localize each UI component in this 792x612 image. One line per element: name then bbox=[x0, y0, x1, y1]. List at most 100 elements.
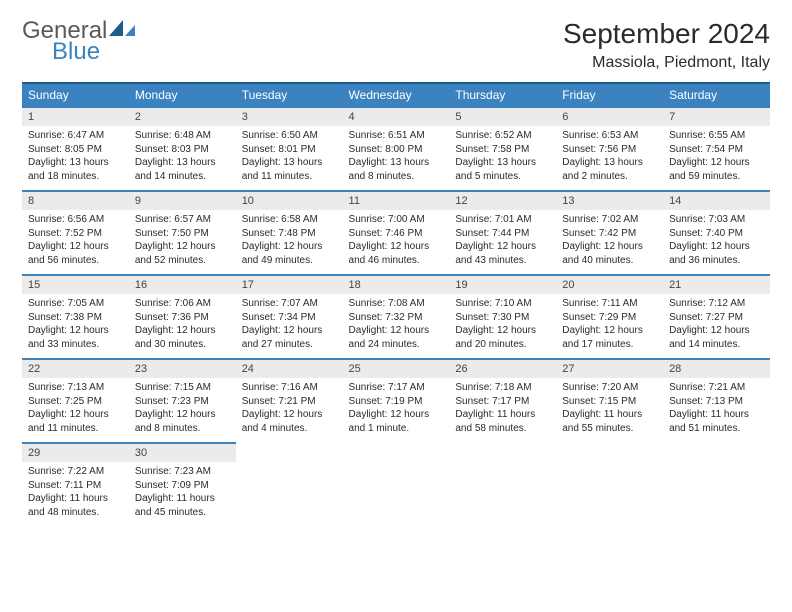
calendar-cell: 23Sunrise: 7:15 AMSunset: 7:23 PMDayligh… bbox=[129, 358, 236, 442]
day-number: 18 bbox=[343, 274, 450, 294]
calendar-cell: 12Sunrise: 7:01 AMSunset: 7:44 PMDayligh… bbox=[449, 190, 556, 274]
day-info: Sunrise: 7:06 AMSunset: 7:36 PMDaylight:… bbox=[129, 294, 236, 357]
sunrise-text: Sunrise: 6:58 AM bbox=[242, 213, 337, 227]
calendar-cell: 20 Sunrise: 7:11 AMSunset: 7:29 PMDayligh… bbox=[556, 274, 663, 358]
day-number: 4 bbox=[343, 106, 450, 126]
calendar-cell: 9Sunrise: 6:57 AMSunset: 7:50 PMDaylight… bbox=[129, 190, 236, 274]
location: Massiola, Piedmont, Italy bbox=[563, 54, 770, 72]
calendar-cell: 24Sunrise: 7:16 AMSunset: 7:21 PMDayligh… bbox=[236, 358, 343, 442]
day-number: 13 bbox=[556, 190, 663, 210]
day-number: 15 bbox=[22, 274, 129, 294]
sunset-text: Sunset: 8:01 PM bbox=[242, 143, 337, 157]
daylight-text: Daylight: 11 hours and 55 minutes. bbox=[562, 408, 657, 435]
sunset-text: Sunset: 8:03 PM bbox=[135, 143, 230, 157]
calendar-week: 15Sunrise: 7:05 AMSunset: 7:38 PMDayligh… bbox=[22, 274, 770, 358]
sunrise-text: Sunrise: 7:10 AM bbox=[455, 297, 550, 311]
day-number: 9 bbox=[129, 190, 236, 210]
day-info: Sunrise: 7:10 AMSunset: 7:30 PMDaylight:… bbox=[449, 294, 556, 357]
sunrise-text: Sunrise: 7:02 AM bbox=[562, 213, 657, 227]
sunset-text: Sunset: 7:34 PM bbox=[242, 311, 337, 325]
sunset-text: Sunset: 7:11 PM bbox=[28, 479, 123, 493]
day-info: Sunrise: 6:56 AMSunset: 7:52 PMDaylight:… bbox=[22, 210, 129, 273]
logo-sail-icon bbox=[109, 18, 135, 43]
day-number: 20 bbox=[556, 274, 663, 294]
sunrise-text: Sunrise: 6:50 AM bbox=[242, 129, 337, 143]
day-info: Sunrise: 7:22 AMSunset: 7:11 PMDaylight:… bbox=[22, 462, 129, 525]
weekday-header: Saturday bbox=[663, 83, 770, 106]
sunset-text: Sunset: 8:05 PM bbox=[28, 143, 123, 157]
calendar-cell: 30Sunrise: 7:23 AMSunset: 7:09 PMDayligh… bbox=[129, 442, 236, 526]
daylight-text: Daylight: 12 hours and 36 minutes. bbox=[669, 240, 764, 267]
day-number: 16 bbox=[129, 274, 236, 294]
weekday-header: Sunday bbox=[22, 83, 129, 106]
calendar-cell: 2Sunrise: 6:48 AMSunset: 8:03 PMDaylight… bbox=[129, 106, 236, 190]
weekday-header: Wednesday bbox=[343, 83, 450, 106]
calendar-cell: 10Sunrise: 6:58 AMSunset: 7:48 PMDayligh… bbox=[236, 190, 343, 274]
daylight-text: Daylight: 12 hours and 1 minute. bbox=[349, 408, 444, 435]
sunrise-text: Sunrise: 7:06 AM bbox=[135, 297, 230, 311]
sunset-text: Sunset: 7:36 PM bbox=[135, 311, 230, 325]
day-number: 28 bbox=[663, 358, 770, 378]
sunrise-text: Sunrise: 7:20 AM bbox=[562, 381, 657, 395]
daylight-text: Daylight: 11 hours and 48 minutes. bbox=[28, 492, 123, 519]
daylight-text: Daylight: 12 hours and 27 minutes. bbox=[242, 324, 337, 351]
calendar-week: 1Sunrise: 6:47 AMSunset: 8:05 PMDaylight… bbox=[22, 106, 770, 190]
day-info: Sunrise: 7:18 AMSunset: 7:17 PMDaylight:… bbox=[449, 378, 556, 441]
day-number: 1 bbox=[22, 106, 129, 126]
day-info: Sunrise: 6:53 AMSunset: 7:56 PMDaylight:… bbox=[556, 126, 663, 189]
calendar-cell: 22Sunrise: 7:13 AMSunset: 7:25 PMDayligh… bbox=[22, 358, 129, 442]
day-info: Sunrise: 7:05 AMSunset: 7:38 PMDaylight:… bbox=[22, 294, 129, 357]
sunrise-text: Sunrise: 6:53 AM bbox=[562, 129, 657, 143]
sunset-text: Sunset: 8:00 PM bbox=[349, 143, 444, 157]
daylight-text: Daylight: 12 hours and 43 minutes. bbox=[455, 240, 550, 267]
sunrise-text: Sunrise: 6:51 AM bbox=[349, 129, 444, 143]
weekday-header: Tuesday bbox=[236, 83, 343, 106]
title-block: September 2024 Massiola, Piedmont, Italy bbox=[563, 18, 770, 72]
day-info: Sunrise: 6:57 AMSunset: 7:50 PMDaylight:… bbox=[129, 210, 236, 273]
sunrise-text: Sunrise: 7:07 AM bbox=[242, 297, 337, 311]
sunset-text: Sunset: 7:09 PM bbox=[135, 479, 230, 493]
calendar-cell: .. bbox=[343, 442, 450, 526]
sunset-text: Sunset: 7:52 PM bbox=[28, 227, 123, 241]
day-info: Sunrise: 7:13 AMSunset: 7:25 PMDaylight:… bbox=[22, 378, 129, 441]
daylight-text: Daylight: 12 hours and 56 minutes. bbox=[28, 240, 123, 267]
calendar-cell: .. bbox=[236, 442, 343, 526]
calendar-week: 22Sunrise: 7:13 AMSunset: 7:25 PMDayligh… bbox=[22, 358, 770, 442]
sunset-text: Sunset: 7:29 PM bbox=[562, 311, 657, 325]
weekday-header: Thursday bbox=[449, 83, 556, 106]
day-number: 29 bbox=[22, 442, 129, 462]
day-info: Sunrise: 7:08 AMSunset: 7:32 PMDaylight:… bbox=[343, 294, 450, 357]
daylight-text: Daylight: 11 hours and 58 minutes. bbox=[455, 408, 550, 435]
day-info: Sunrise: 7:03 AMSunset: 7:40 PMDaylight:… bbox=[663, 210, 770, 273]
calendar-cell: 1Sunrise: 6:47 AMSunset: 8:05 PMDaylight… bbox=[22, 106, 129, 190]
day-number: 3 bbox=[236, 106, 343, 126]
sunrise-text: Sunrise: 7:18 AM bbox=[455, 381, 550, 395]
day-info: Sunrise: 7:00 AMSunset: 7:46 PMDaylight:… bbox=[343, 210, 450, 273]
calendar-cell: 8Sunrise: 6:56 AMSunset: 7:52 PMDaylight… bbox=[22, 190, 129, 274]
sunset-text: Sunset: 7:13 PM bbox=[669, 395, 764, 409]
calendar-week: 29Sunrise: 7:22 AMSunset: 7:11 PMDayligh… bbox=[22, 442, 770, 526]
day-info: Sunrise: 7:01 AMSunset: 7:44 PMDaylight:… bbox=[449, 210, 556, 273]
day-info: Sunrise: 6:50 AMSunset: 8:01 PMDaylight:… bbox=[236, 126, 343, 189]
daylight-text: Daylight: 12 hours and 8 minutes. bbox=[135, 408, 230, 435]
sunrise-text: Sunrise: 7:05 AM bbox=[28, 297, 123, 311]
daylight-text: Daylight: 12 hours and 17 minutes. bbox=[562, 324, 657, 351]
day-number: 8 bbox=[22, 190, 129, 210]
day-info: Sunrise: 7:20 AMSunset: 7:15 PMDaylight:… bbox=[556, 378, 663, 441]
day-info: Sunrise: 7:07 AMSunset: 7:34 PMDaylight:… bbox=[236, 294, 343, 357]
sunset-text: Sunset: 7:42 PM bbox=[562, 227, 657, 241]
day-number: 26 bbox=[449, 358, 556, 378]
sunset-text: Sunset: 7:48 PM bbox=[242, 227, 337, 241]
sunrise-text: Sunrise: 7:17 AM bbox=[349, 381, 444, 395]
sunrise-text: Sunrise: 7:01 AM bbox=[455, 213, 550, 227]
day-number: 17 bbox=[236, 274, 343, 294]
calendar-cell: 21Sunrise: 7:12 AMSunset: 7:27 PMDayligh… bbox=[663, 274, 770, 358]
day-info: Sunrise: 7:16 AMSunset: 7:21 PMDaylight:… bbox=[236, 378, 343, 441]
calendar-table: SundayMondayTuesdayWednesdayThursdayFrid… bbox=[22, 82, 770, 526]
calendar-body: 1Sunrise: 6:47 AMSunset: 8:05 PMDaylight… bbox=[22, 106, 770, 526]
sunrise-text: Sunrise: 6:52 AM bbox=[455, 129, 550, 143]
day-number: 6 bbox=[556, 106, 663, 126]
sunrise-text: Sunrise: 7:11 AM bbox=[562, 297, 657, 311]
calendar-cell: 11Sunrise: 7:00 AMSunset: 7:46 PMDayligh… bbox=[343, 190, 450, 274]
daylight-text: Daylight: 13 hours and 5 minutes. bbox=[455, 156, 550, 183]
